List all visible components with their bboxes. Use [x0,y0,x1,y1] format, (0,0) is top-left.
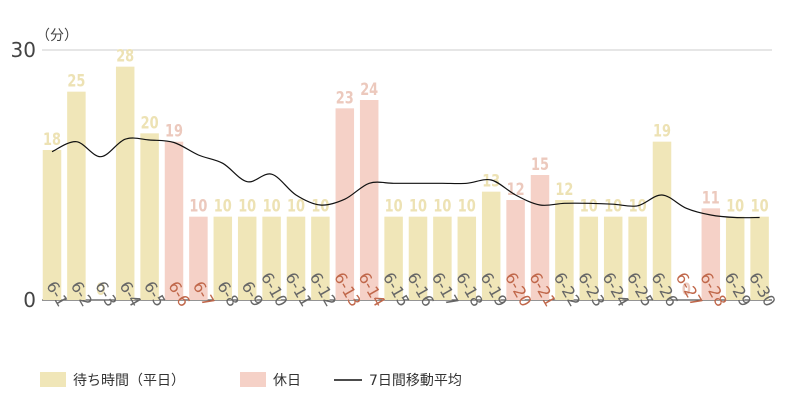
value-label: 23 [336,88,354,108]
value-label: 10 [409,197,427,217]
value-label: 10 [263,197,281,217]
value-label: 12 [507,180,525,200]
value-label: 10 [385,197,403,217]
bar [42,150,62,300]
bar [555,200,574,300]
value-label: 10 [433,197,451,217]
value-label: 10 [287,197,305,217]
value-label: 11 [702,188,720,208]
value-label: 20 [141,113,159,133]
value-label: 10 [214,197,232,217]
bar [286,216,306,300]
value-label: 10 [189,197,207,217]
value-label: 25 [67,72,85,92]
bar [457,216,477,300]
value-label: 10 [604,197,622,217]
bar [237,216,257,300]
value-label: 10 [580,197,598,217]
bar [335,108,355,300]
bar [164,141,184,300]
value-label: 13 [482,172,500,192]
legend-swatch-holiday [240,372,266,387]
value-label: 0 [682,280,691,300]
bar [115,66,135,301]
bar [140,133,159,300]
value-label: 28 [116,47,134,67]
value-label: 10 [311,197,329,217]
value-label: 19 [165,122,183,142]
bar [408,216,428,300]
bar [750,216,769,300]
legend-label-moving-average: 7日間移動平均 [369,373,462,389]
value-label: 19 [653,122,671,142]
bar [384,216,403,300]
bar [189,216,208,300]
legend-label-weekday: 待ち時間（平日） [73,373,185,389]
bar [603,216,623,300]
bar [652,141,672,300]
bar [725,216,745,300]
value-label: 10 [751,197,769,217]
value-label: 0 [96,280,105,300]
bar [628,216,647,300]
x-tick-label: 6-30 [745,269,780,310]
legend: 待ち時間（平日） 休日 7日間移動平均 [40,372,462,389]
value-label: 10 [629,197,647,217]
bar [213,216,233,300]
value-label: 24 [360,80,378,100]
bar [433,216,452,300]
y-tick-label: 30 [11,38,36,62]
bar [530,175,550,300]
value-label: 10 [458,197,476,217]
bar [311,216,330,300]
y-tick-label: 0 [23,288,36,312]
bar [262,216,281,300]
value-label: 12 [555,180,573,200]
bar [701,208,721,300]
value-labels: 18 25 0 28 20 19 10 10 10 10 10 10 23 24 10 10 10 10 13 12 1… [43,47,769,300]
y-unit-label: （分） [36,28,78,44]
moving-average-line [51,137,760,219]
bar [481,191,501,300]
bar [359,100,379,300]
legend-label-holiday: 休日 [273,373,301,389]
gridlines [42,49,772,301]
value-label: 10 [726,197,744,217]
bar [506,200,525,300]
bar [579,216,599,300]
bars [42,66,769,301]
value-label: 15 [531,155,549,175]
bar [67,91,86,301]
value-label: 18 [43,130,61,150]
value-label: 10 [238,197,256,217]
legend-swatch-weekday [40,372,66,387]
y-axis-ticks: 0 30 [11,38,36,312]
